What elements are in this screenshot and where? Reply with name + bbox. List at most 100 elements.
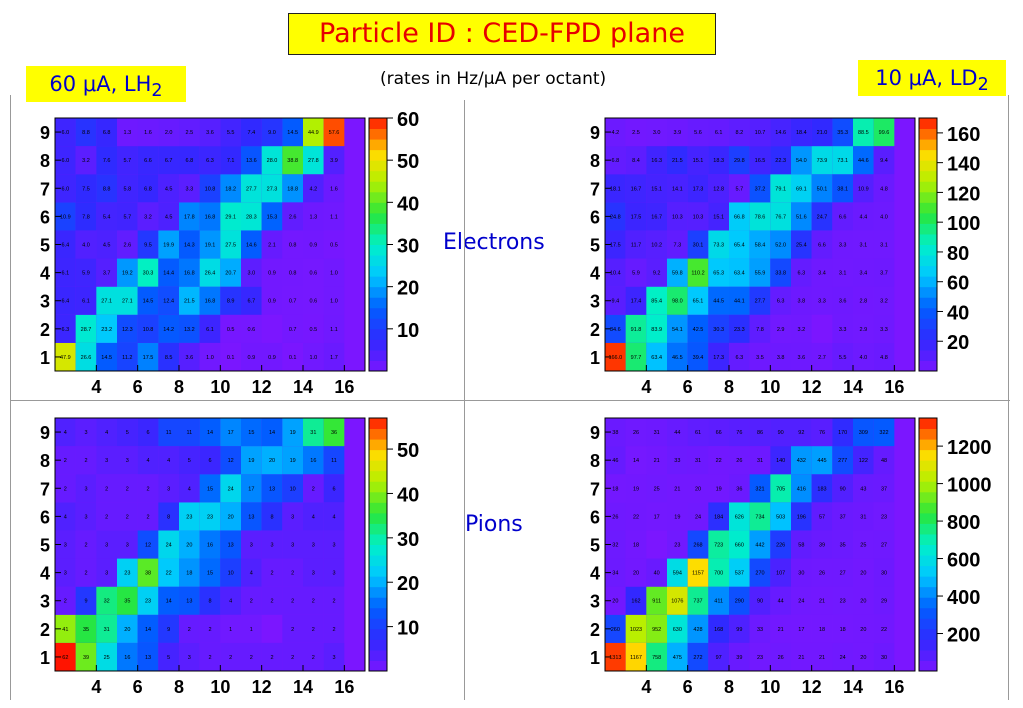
cell-value: 15.1 (651, 186, 662, 192)
heatmap-cell (667, 530, 688, 559)
colorbar-segment (919, 460, 937, 472)
heatmap-cell (75, 314, 97, 343)
cell-value: 1.6 (330, 186, 338, 192)
heatmap-cell (96, 174, 117, 203)
colorbar-segment (369, 244, 387, 256)
colorbar-segment (369, 555, 387, 567)
colorbar-segment (369, 286, 387, 298)
heatmap-cell (729, 558, 750, 587)
cell-value: 140 (776, 458, 785, 464)
cell-value: 2 (64, 458, 67, 464)
cell-value: 31 (654, 430, 660, 436)
cell-value: 65.4 (734, 243, 745, 249)
cell-value: 7.4 (248, 130, 256, 136)
cell-value: 8 (208, 599, 211, 605)
colorbar-segment (919, 481, 937, 493)
heatmap-cell (708, 174, 729, 203)
beam-right-prefix: 10 (875, 66, 909, 90)
heatmap-cell (241, 418, 262, 447)
heatmap-cell (241, 174, 262, 203)
heatmap-cell (158, 530, 179, 559)
cell-value: 13 (228, 543, 234, 549)
colorbar-tick-label: 400 (947, 587, 980, 609)
cell-value: 0.6 (310, 271, 318, 277)
heatmap-cell (811, 146, 833, 175)
cell-value: 22 (716, 458, 722, 464)
heatmap-cell (811, 202, 833, 231)
cell-value: 31 (310, 430, 316, 436)
cell-value: 3 (126, 543, 129, 549)
cell-value: 44.5 (713, 299, 724, 305)
colorbar-segment (369, 565, 387, 577)
heatmap-cell (853, 586, 874, 615)
heatmap-cell (770, 202, 791, 231)
x-tick-label: 16 (334, 677, 354, 695)
heatmap-cell (137, 502, 159, 531)
heatmap-cell (241, 474, 262, 503)
colorbar-segment (919, 576, 937, 588)
cell-value: 16.5 (755, 158, 766, 164)
cell-value: 65.3 (713, 271, 724, 277)
heatmap-cell (282, 202, 303, 231)
heatmap-cell (158, 286, 179, 315)
cell-value: 17 (654, 514, 660, 520)
cell-value: 79.1 (775, 186, 786, 192)
cell-value: 18.4 (796, 130, 807, 136)
heatmap-cell (853, 642, 874, 671)
heatmap-cell (770, 118, 791, 147)
cell-value: 4.2 (310, 186, 318, 192)
heatmap-cell (708, 258, 729, 287)
heatmap-cell (179, 146, 200, 175)
heatmap-cell (770, 174, 791, 203)
cell-value: 4.0 (860, 355, 868, 361)
cell-value: 12.3 (122, 327, 133, 333)
cell-value: 183 (817, 486, 826, 492)
heatmap-cell (179, 558, 200, 587)
heatmap-cell (832, 314, 853, 343)
cell-value: 1076 (671, 599, 683, 605)
y-tick-label: 9 (590, 123, 600, 143)
y-tick-label: 1 (40, 348, 50, 368)
heatmap-cell (137, 474, 159, 503)
cell-value: 23 (881, 514, 887, 520)
cell-value: 594 (673, 571, 682, 577)
colorbar-segment (919, 449, 937, 461)
cell-value: 9 (167, 627, 170, 633)
y-tick-label: 2 (590, 320, 600, 340)
cell-value: 21.5 (184, 299, 195, 305)
cell-value: 5 (167, 655, 170, 661)
heatmap-cell (303, 230, 324, 259)
heatmap-cell (241, 614, 262, 643)
heatmap-cell (179, 202, 200, 231)
heatmap-cell (749, 258, 771, 287)
heatmap-cell (179, 286, 200, 315)
cell-value: 20 (186, 543, 192, 549)
heatmap-cell (96, 502, 117, 531)
heatmap-cell (117, 202, 138, 231)
x-tick-label: 14 (843, 677, 863, 695)
cell-value: 33 (757, 627, 763, 633)
heatmap-cell (96, 230, 117, 259)
cell-value: 3 (270, 543, 273, 549)
cell-value: 3 (105, 543, 108, 549)
x-tick-label: 12 (252, 677, 272, 695)
cell-value: 17 (248, 486, 254, 492)
colorbar-tick-label: 600 (947, 550, 980, 572)
cell-value: 27.7 (246, 186, 257, 192)
cell-value: 9.5 (144, 243, 152, 249)
cell-value: 1313 (609, 655, 621, 661)
heatmap-cell (832, 558, 853, 587)
beam-condition-right: 10 μA, LD2 (858, 60, 1006, 96)
heatmap-cell (873, 146, 895, 175)
heatmap-cell (791, 342, 812, 371)
cell-value: 0.5 (227, 327, 235, 333)
cell-value: 25 (860, 543, 866, 549)
heatmap-cell (791, 258, 812, 287)
cell-value: 2 (270, 655, 273, 661)
heatmap-cell (323, 642, 345, 671)
heatmap-cell (605, 314, 626, 343)
heatmap-cell (811, 642, 833, 671)
heatmap-cell (303, 642, 324, 671)
cell-value: 11 (331, 458, 337, 464)
heatmap-cell (282, 286, 303, 315)
